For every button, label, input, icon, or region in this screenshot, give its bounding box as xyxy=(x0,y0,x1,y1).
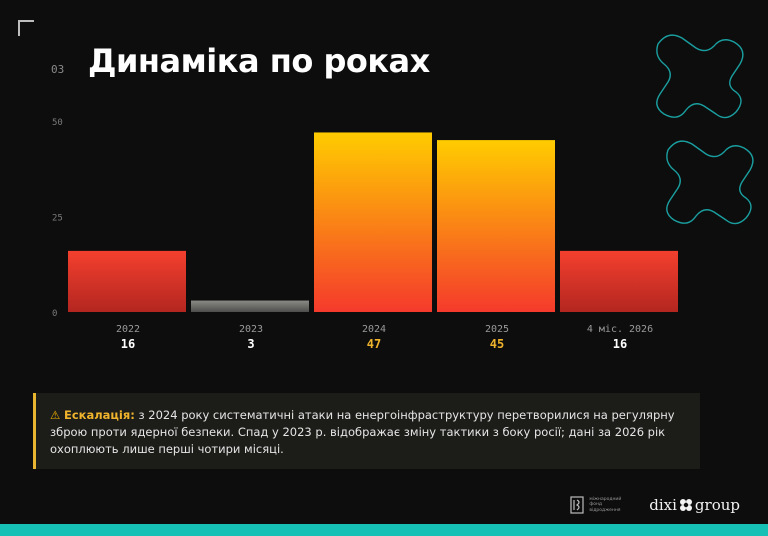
irf-logo: міжнародний фонд відродження xyxy=(570,496,621,514)
x-tick-label: 2024 xyxy=(362,324,386,335)
bar xyxy=(437,140,555,312)
callout-text: з 2024 року систематичні атаки на енерго… xyxy=(50,408,675,456)
data-label: 16 xyxy=(613,337,627,351)
x-tick-label: 2025 xyxy=(485,324,509,335)
warning-icon: ⚠ xyxy=(50,408,61,422)
bottom-accent-bar xyxy=(0,524,768,536)
data-label: 16 xyxy=(121,337,135,351)
page-title: Динаміка по роках xyxy=(88,42,430,80)
footer-logos: міжнародний фонд відродження dixi group xyxy=(570,494,740,516)
irf-mark-icon xyxy=(570,496,584,514)
y-tick-label: 50 xyxy=(52,118,63,128)
dixi-mark-icon xyxy=(679,499,692,511)
bar xyxy=(68,250,186,312)
irf-line: міжнародний xyxy=(589,496,622,502)
bar-chart: 0 25 50 2022 16 2023 3 2024 47 2025 45 4 міс. 2026… xyxy=(52,118,678,351)
data-label: 3 xyxy=(247,337,254,351)
data-label: 45 xyxy=(490,337,504,351)
irf-line: відродження xyxy=(589,507,621,513)
bar xyxy=(191,300,309,312)
y-tick-label: 0 xyxy=(52,309,57,319)
x-tick-label: 2022 xyxy=(116,324,140,335)
dixi-logo-left: dixi xyxy=(649,496,677,514)
escalation-callout: ⚠ Ескалація: з 2024 року систематичні ат… xyxy=(33,393,700,469)
data-label: 47 xyxy=(367,337,381,351)
x-tick-label: 2023 xyxy=(239,324,263,335)
y-tick-label: 25 xyxy=(52,214,63,224)
slide-number: 03 xyxy=(51,63,65,76)
dixi-group-logo: dixi group xyxy=(649,496,740,514)
dixi-logo-right: group xyxy=(694,496,740,514)
corner-bracket-icon xyxy=(18,20,34,36)
bar xyxy=(314,132,432,312)
x-tick-label: 4 міс. 2026 xyxy=(587,323,653,335)
callout-lead: Ескалація: xyxy=(63,408,135,422)
irf-line: фонд xyxy=(589,502,602,508)
bar xyxy=(560,250,678,312)
decorative-pattern-icon xyxy=(656,34,754,225)
